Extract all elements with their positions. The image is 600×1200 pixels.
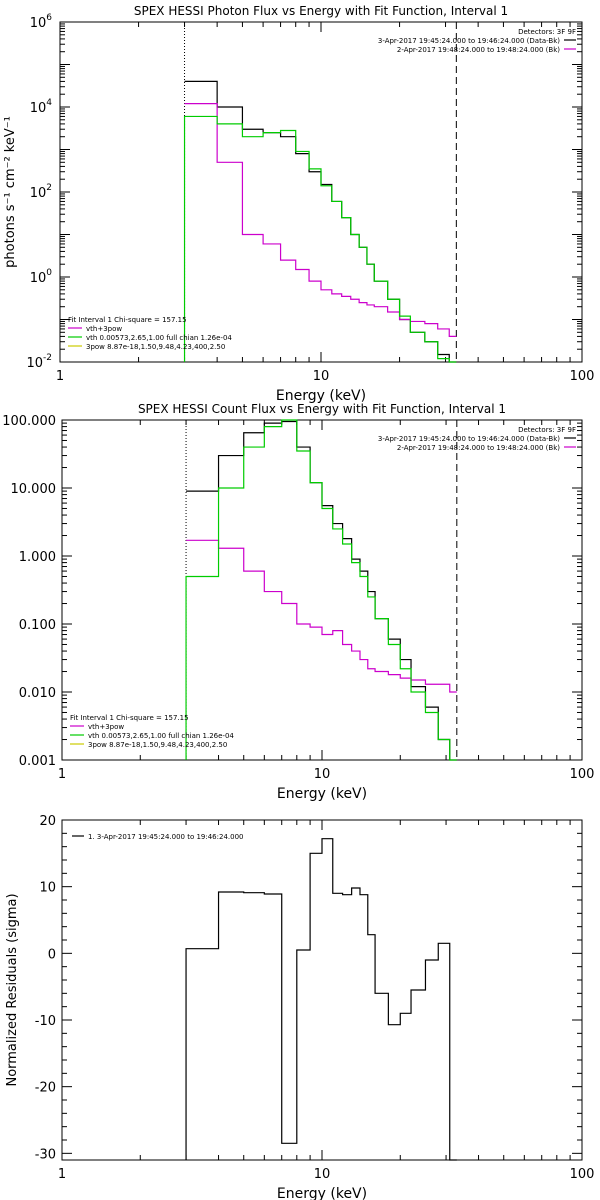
fit-legend-header: Fit Interval 1 Chi-square = 157.15 <box>68 316 187 324</box>
legend-entry: 3-Apr-2017 19:45:24.000 to 19:46:24.000 … <box>378 37 560 45</box>
x-axis-label-1: Energy (keV) <box>276 388 366 404</box>
legend-entry: 2-Apr-2017 19:48:24.000 to 19:48:24.000 … <box>397 444 560 452</box>
x-axis-label-2: Energy (keV) <box>277 786 367 802</box>
legend-entry: 3-Apr-2017 19:45:24.000 to 19:46:24.000 … <box>378 435 560 443</box>
x-tick-label: 100 <box>570 369 595 384</box>
chart-title-2: SPEX HESSI Count Flux vs Energy with Fit… <box>138 402 506 416</box>
y-tick-label: 0 <box>48 947 56 962</box>
x-tick-label: 1 <box>56 369 64 384</box>
series-line-1-2 <box>184 103 457 338</box>
x-tick-label: 10 <box>313 369 330 384</box>
fit-legend-entry: vth 0.00573,2.65,1.00 full chian 1.26e-0… <box>86 334 232 342</box>
fit-legend-header: Fit Interval 1 Chi-square = 157.15 <box>70 714 189 722</box>
plot-frame-2 <box>61 419 583 761</box>
series-line-3-1 <box>185 838 457 1161</box>
y-tick-label: 100 <box>30 268 53 286</box>
series-line-2-1 <box>186 420 457 761</box>
y-tick-label: 0.001 <box>19 754 56 769</box>
y-tick-label: 10.000 <box>11 482 57 497</box>
series-line-2-3 <box>185 419 457 761</box>
y-tick-label: 106 <box>30 13 53 31</box>
series-line-2-2 <box>186 539 457 693</box>
x-tick-label: 100 <box>570 1167 595 1182</box>
chart-title-1: SPEX HESSI Photon Flux vs Energy with Fi… <box>134 4 508 18</box>
y-tick-label: -20 <box>35 1081 56 1096</box>
y-tick-label: 20 <box>39 814 56 829</box>
legend-entry: 1. 3-Apr-2017 19:45:24.000 to 19:46:24.0… <box>88 833 243 841</box>
y-axis-label-3: Normalized Residuals (sigma) <box>5 893 20 1086</box>
plot-frame-1 <box>59 21 583 363</box>
x-tick-label: 1 <box>58 1167 66 1182</box>
x-tick-label: 1 <box>58 767 66 782</box>
fit-legend-entry: vth+3pow <box>86 325 122 333</box>
fit-legend-entry: 3pow 8.87e-18,1.50,9.48,4.23,400,2.50 <box>86 343 225 351</box>
x-tick-label: 10 <box>314 767 331 782</box>
legend-header: Detectors: 3F 9F <box>518 426 576 434</box>
y-tick-label: -30 <box>35 1147 56 1162</box>
y-axis-label-1: photons s⁻¹ cm⁻² keV⁻¹ <box>3 116 18 268</box>
legend-entry: 2-Apr-2017 19:48:24.000 to 19:48:24.000 … <box>397 46 560 54</box>
y-tick-label: 102 <box>30 183 52 201</box>
x-axis-label-3: Energy (keV) <box>277 1186 367 1200</box>
fit-legend-entry: vth+3pow <box>88 723 124 731</box>
fit-legend-entry: 3pow 8.87e-18,1.50,9.48,4.23,400,2.50 <box>88 741 227 749</box>
series-line-1-3 <box>183 115 457 363</box>
fit-legend-entry: vth 0.00573,2.65,1.00 full chian 1.26e-0… <box>88 732 234 740</box>
y-tick-label: 10 <box>39 881 56 896</box>
y-tick-label: 100.000 <box>2 414 56 429</box>
y-tick-label: 1.000 <box>19 550 56 565</box>
x-tick-label: 100 <box>570 767 595 782</box>
x-tick-label: 10 <box>314 1167 331 1182</box>
y-tick-label: 0.100 <box>19 618 56 633</box>
y-tick-label: 10-2 <box>26 353 52 371</box>
legend-header: Detectors: 3F 9F <box>518 28 576 36</box>
plot-frame-3 <box>61 819 583 1161</box>
y-tick-label: 0.010 <box>19 686 56 701</box>
y-tick-label: 104 <box>30 98 53 116</box>
y-tick-label: -10 <box>35 1014 56 1029</box>
